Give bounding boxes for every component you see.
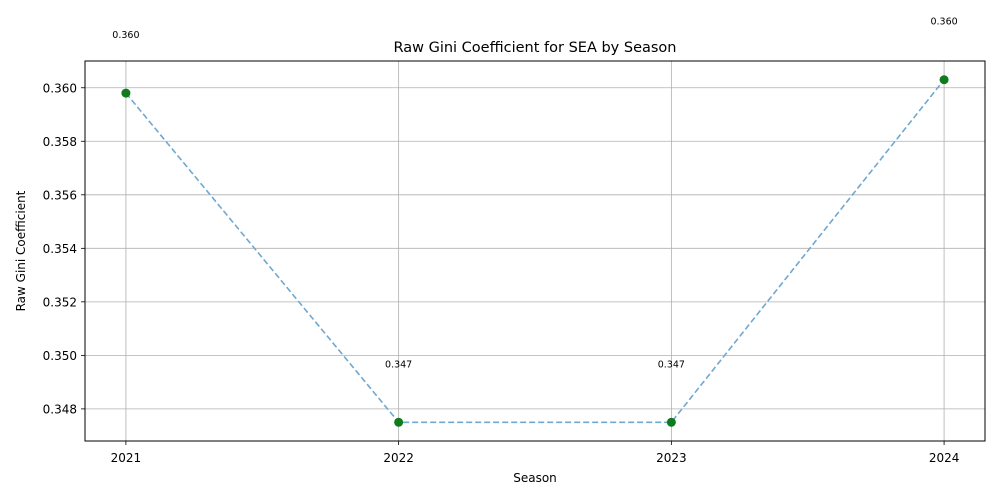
x-axis-ticks: 2021 2022 2023 2024 (111, 441, 960, 465)
x-tick-label: 2024 (929, 451, 960, 465)
x-tick-label: 2022 (383, 451, 414, 465)
y-tick-label: 0.348 (43, 402, 77, 416)
series-line (125, 79, 945, 424)
y-axis-label: Raw Gini Coefficient (14, 190, 28, 311)
data-label: 0.347 (658, 359, 685, 370)
y-axis-ticks: 0.348 0.350 0.352 0.354 0.356 0.358 0.360 (43, 81, 85, 416)
x-tick-label: 2023 (656, 451, 687, 465)
data-label: 0.360 (112, 30, 139, 41)
y-tick-label: 0.352 (43, 295, 77, 309)
series-polyline (125, 79, 945, 424)
y-tick-label: 0.356 (43, 188, 77, 202)
data-point (666, 417, 676, 427)
y-tick-label: 0.354 (43, 242, 77, 256)
data-point (939, 75, 949, 85)
grid-lines (85, 61, 985, 441)
data-point (121, 88, 131, 98)
y-tick-label: 0.350 (43, 349, 77, 363)
plot-frame (84, 60, 986, 442)
data-label: 0.347 (385, 359, 412, 370)
x-tick-label: 2021 (111, 451, 142, 465)
y-tick-label: 0.358 (43, 135, 77, 149)
data-points (121, 75, 949, 427)
chart-title: Raw Gini Coefficient for SEA by Season (393, 40, 676, 56)
data-label: 0.360 (930, 17, 957, 28)
x-axis-label: Season (513, 471, 557, 485)
data-labels: 0.360 0.347 0.347 0.360 (112, 17, 957, 371)
data-point (394, 417, 404, 427)
y-tick-label: 0.360 (43, 81, 77, 95)
